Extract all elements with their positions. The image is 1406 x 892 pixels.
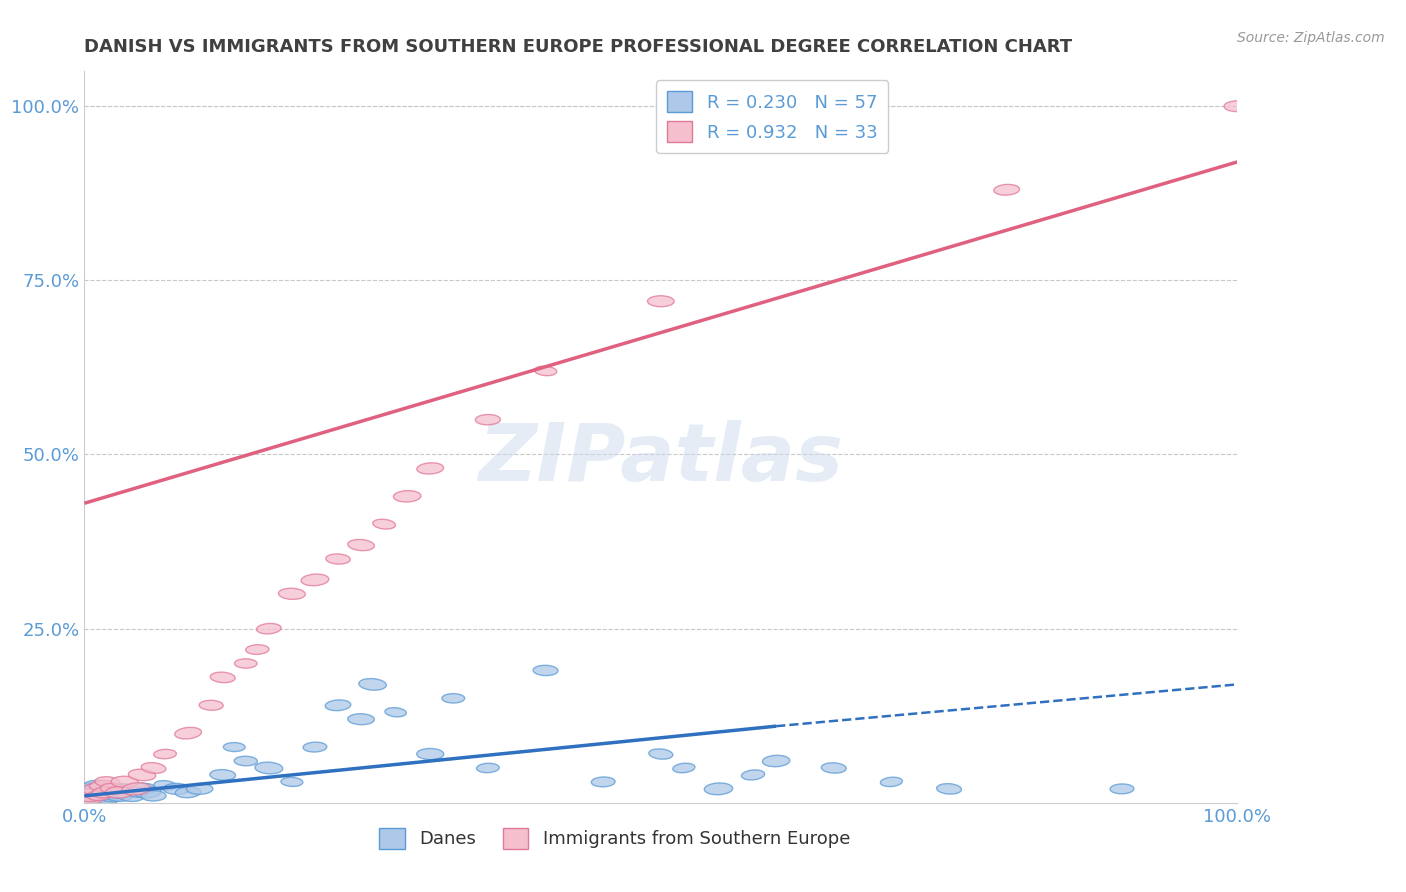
Ellipse shape — [373, 519, 395, 529]
Ellipse shape — [278, 588, 305, 599]
Ellipse shape — [347, 714, 374, 724]
Ellipse shape — [347, 540, 374, 550]
Ellipse shape — [533, 665, 558, 675]
Ellipse shape — [125, 788, 148, 797]
Ellipse shape — [174, 727, 201, 739]
Ellipse shape — [75, 794, 101, 805]
Ellipse shape — [86, 790, 114, 802]
Ellipse shape — [90, 790, 118, 802]
Ellipse shape — [704, 783, 733, 795]
Ellipse shape — [441, 694, 465, 703]
Ellipse shape — [103, 784, 128, 794]
Ellipse shape — [256, 624, 281, 634]
Ellipse shape — [101, 788, 125, 797]
Ellipse shape — [96, 786, 118, 795]
Ellipse shape — [416, 463, 444, 474]
Ellipse shape — [880, 777, 903, 787]
Ellipse shape — [211, 673, 235, 682]
Text: Source: ZipAtlas.com: Source: ZipAtlas.com — [1237, 31, 1385, 45]
Ellipse shape — [135, 787, 162, 798]
Ellipse shape — [97, 789, 122, 800]
Ellipse shape — [176, 787, 201, 797]
Ellipse shape — [101, 793, 124, 802]
Ellipse shape — [187, 783, 212, 794]
Ellipse shape — [648, 749, 673, 759]
Ellipse shape — [122, 783, 150, 795]
Ellipse shape — [93, 794, 118, 805]
Ellipse shape — [648, 296, 673, 307]
Ellipse shape — [163, 783, 190, 795]
Ellipse shape — [86, 783, 111, 795]
Ellipse shape — [416, 748, 444, 760]
Ellipse shape — [936, 784, 962, 794]
Ellipse shape — [90, 780, 114, 790]
Ellipse shape — [80, 795, 103, 804]
Ellipse shape — [254, 762, 283, 774]
Ellipse shape — [1111, 784, 1133, 794]
Ellipse shape — [89, 787, 115, 798]
Ellipse shape — [82, 788, 104, 797]
Ellipse shape — [246, 645, 269, 655]
Ellipse shape — [75, 790, 101, 802]
Legend: Danes, Immigrants from Southern Europe: Danes, Immigrants from Southern Europe — [373, 821, 858, 856]
Ellipse shape — [534, 366, 557, 376]
Ellipse shape — [141, 763, 166, 773]
Ellipse shape — [87, 791, 110, 800]
Ellipse shape — [359, 679, 387, 690]
Ellipse shape — [105, 790, 132, 801]
Ellipse shape — [83, 780, 107, 790]
Ellipse shape — [394, 491, 420, 502]
Ellipse shape — [89, 781, 117, 794]
Ellipse shape — [673, 764, 695, 772]
Ellipse shape — [200, 700, 224, 710]
Ellipse shape — [326, 554, 350, 564]
Ellipse shape — [91, 787, 118, 797]
Ellipse shape — [994, 185, 1019, 195]
Ellipse shape — [100, 783, 127, 795]
Text: ZIPatlas: ZIPatlas — [478, 420, 844, 498]
Ellipse shape — [592, 777, 614, 787]
Ellipse shape — [76, 783, 104, 795]
Ellipse shape — [477, 764, 499, 772]
Ellipse shape — [821, 763, 846, 773]
Ellipse shape — [209, 770, 236, 780]
Text: DANISH VS IMMIGRANTS FROM SOUTHERN EUROPE PROFESSIONAL DEGREE CORRELATION CHART: DANISH VS IMMIGRANTS FROM SOUTHERN EUROP… — [84, 38, 1073, 56]
Ellipse shape — [107, 787, 135, 798]
Ellipse shape — [84, 792, 110, 803]
Ellipse shape — [83, 783, 110, 795]
Ellipse shape — [97, 784, 121, 794]
Ellipse shape — [741, 770, 765, 780]
Ellipse shape — [153, 780, 176, 790]
Ellipse shape — [235, 756, 257, 766]
Ellipse shape — [112, 784, 136, 794]
Ellipse shape — [385, 707, 406, 717]
Ellipse shape — [105, 787, 132, 798]
Ellipse shape — [111, 776, 138, 788]
Ellipse shape — [117, 790, 143, 801]
Ellipse shape — [281, 777, 302, 787]
Ellipse shape — [235, 659, 257, 668]
Ellipse shape — [128, 783, 156, 795]
Ellipse shape — [1225, 101, 1250, 112]
Ellipse shape — [76, 790, 104, 802]
Ellipse shape — [475, 415, 501, 425]
Ellipse shape — [141, 790, 166, 801]
Ellipse shape — [83, 789, 110, 800]
Ellipse shape — [224, 742, 245, 752]
Ellipse shape — [128, 769, 156, 780]
Ellipse shape — [304, 742, 326, 752]
Ellipse shape — [94, 787, 121, 798]
Ellipse shape — [325, 700, 352, 711]
Ellipse shape — [96, 777, 120, 787]
Ellipse shape — [83, 791, 105, 800]
Ellipse shape — [762, 756, 790, 767]
Ellipse shape — [301, 574, 329, 586]
Ellipse shape — [79, 787, 105, 798]
Ellipse shape — [153, 749, 176, 759]
